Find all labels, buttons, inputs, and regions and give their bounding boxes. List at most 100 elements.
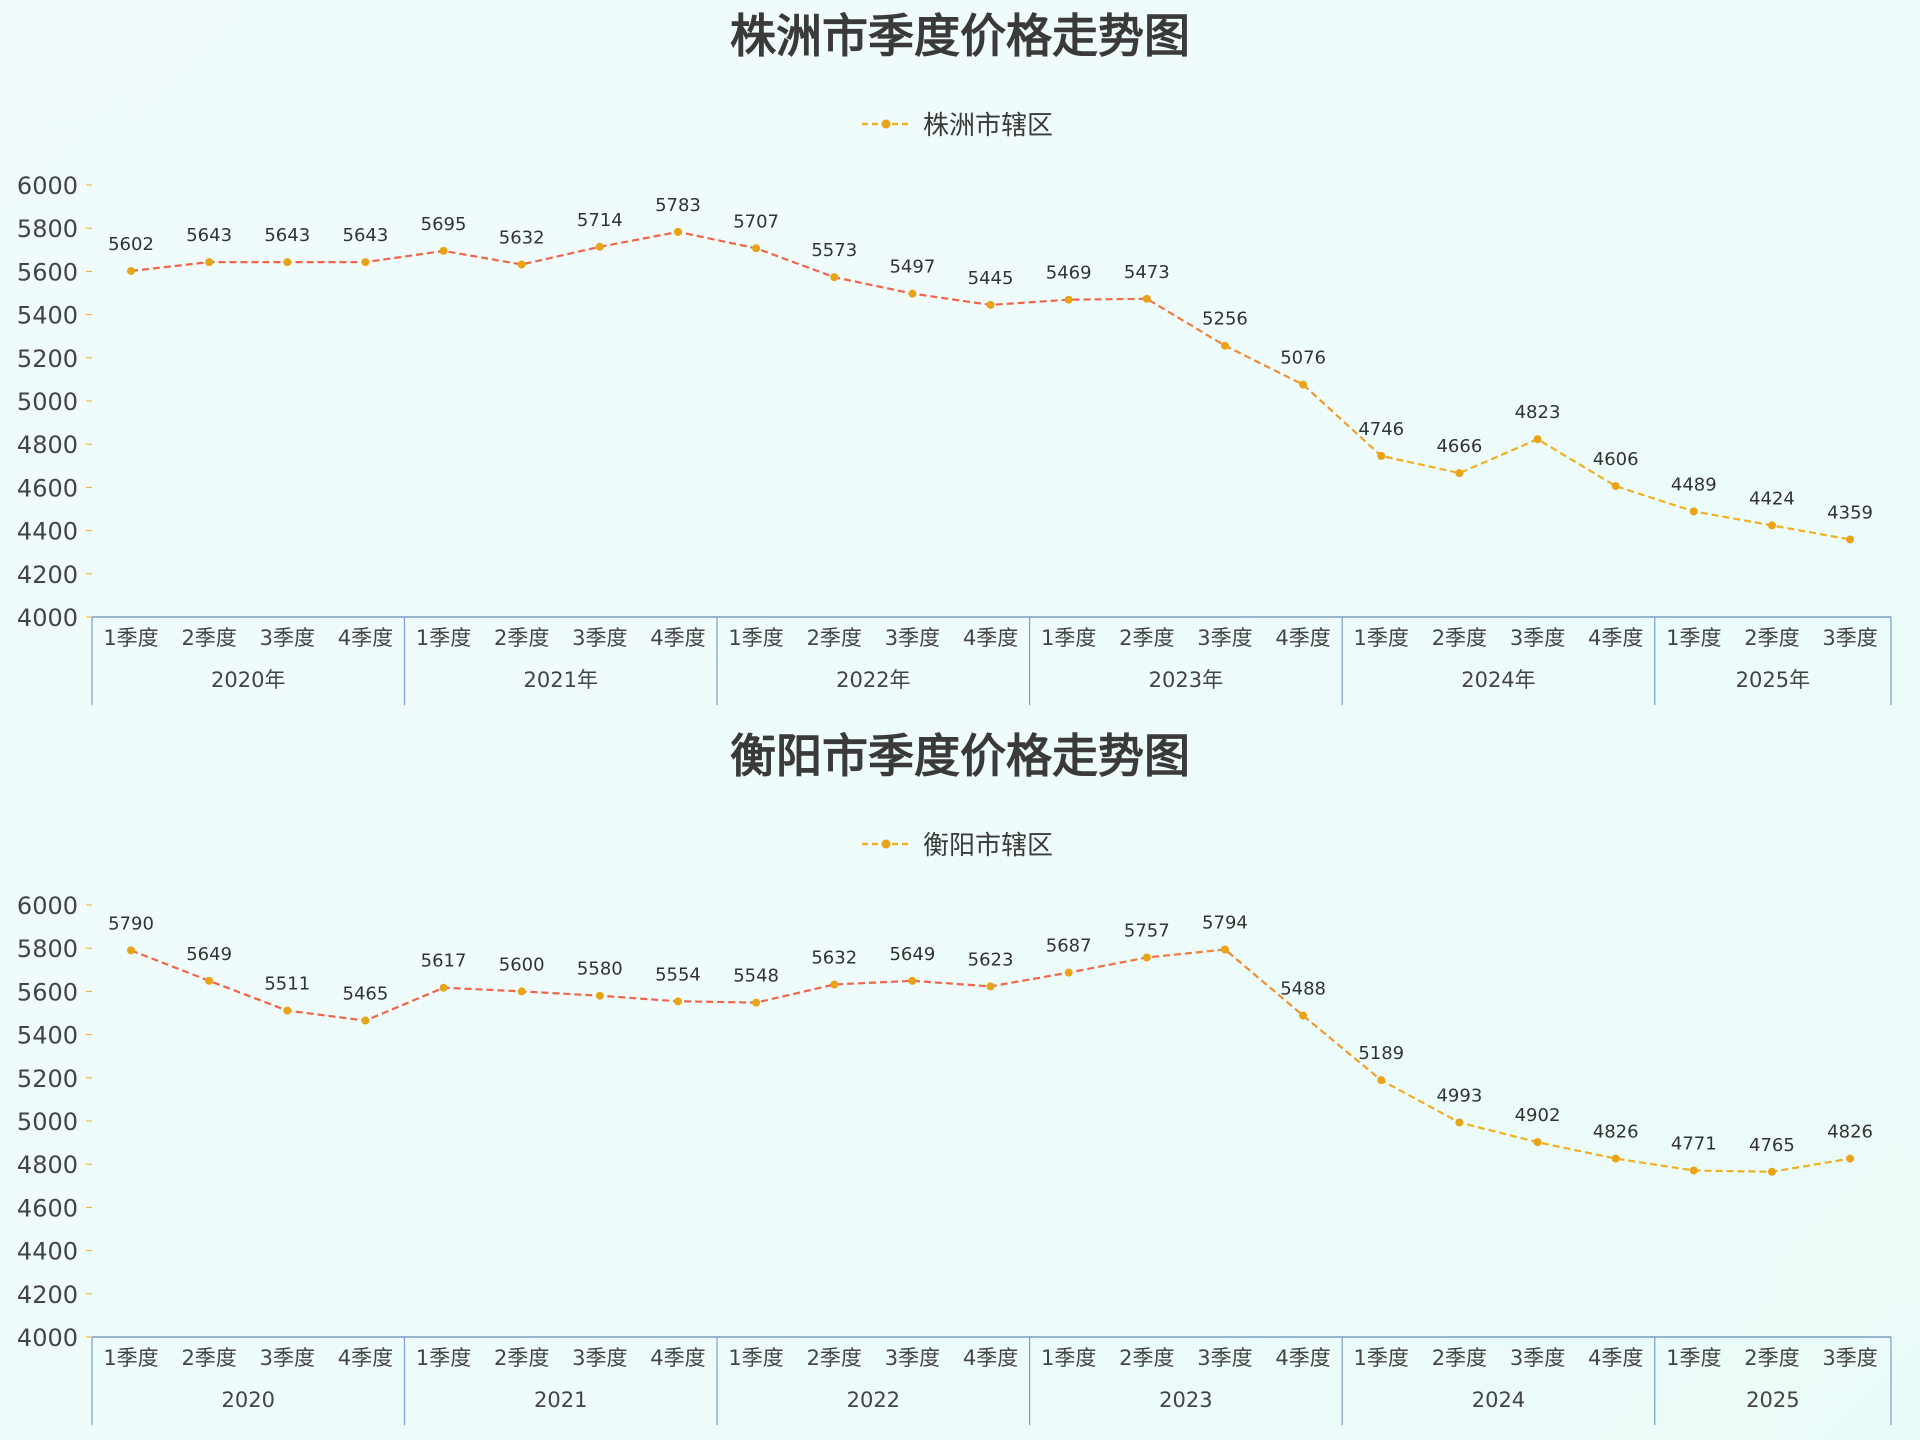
data-label: 5707 [733,211,779,232]
data-label: 5488 [1280,979,1326,1000]
data-point[interactable] [1455,469,1464,478]
x-quarter-label: 4季度 [338,1346,393,1370]
data-label: 4826 [1827,1122,1873,1143]
x-quarter-label: 2季度 [1432,1346,1487,1370]
x-quarter-label: 2季度 [181,626,236,650]
legend-marker-icon [881,839,891,849]
data-point[interactable] [1064,968,1073,977]
data-label: 4606 [1593,449,1639,470]
data-point[interactable] [205,976,214,985]
data-point[interactable] [1220,341,1229,350]
x-year-label: 2023年 [1149,668,1223,692]
y-tick-label: 6000 [17,172,78,200]
data-point[interactable] [1611,1154,1620,1163]
x-quarter-label: 3季度 [1510,1346,1565,1370]
data-label: 5643 [186,225,232,246]
y-tick-label: 4800 [17,431,78,459]
data-point[interactable] [1846,1154,1855,1163]
data-point[interactable] [1767,521,1776,530]
data-point[interactable] [673,997,682,1006]
x-quarter-label: 2季度 [807,626,862,650]
data-label: 5783 [655,195,701,216]
y-tick-label: 5000 [17,1108,78,1136]
y-tick-label: 5200 [17,1065,78,1093]
x-quarter-label: 2季度 [1119,626,1174,650]
data-point[interactable] [127,266,135,275]
data-point[interactable] [361,258,370,267]
x-quarter-label: 1季度 [103,1346,158,1370]
data-label: 5554 [655,964,701,985]
x-quarter-label: 3季度 [1197,626,1252,650]
x-quarter-label: 3季度 [260,626,315,650]
data-point[interactable] [517,260,526,269]
data-point[interactable] [439,246,448,255]
data-point[interactable] [1689,507,1698,516]
data-point[interactable] [595,242,604,251]
data-point[interactable] [1377,1076,1386,1085]
x-year-label: 2022 [847,1388,900,1412]
data-point[interactable] [1220,945,1229,954]
data-point[interactable] [1689,1166,1698,1175]
data-label: 5473 [1124,262,1170,283]
data-point[interactable] [1533,1138,1542,1147]
data-point[interactable] [283,258,292,267]
x-quarter-label: 4季度 [338,626,393,650]
data-point[interactable] [908,976,917,985]
x-quarter-label: 3季度 [572,626,627,650]
data-label: 5189 [1358,1043,1404,1064]
data-point[interactable] [673,227,682,236]
legend[interactable]: 衡阳市辖区 [862,831,1053,861]
data-point[interactable] [1846,535,1855,544]
data-point[interactable] [830,980,839,989]
x-quarter-label: 4季度 [963,1346,1018,1370]
data-point[interactable] [908,289,917,298]
data-point[interactable] [205,258,214,267]
data-point[interactable] [986,300,995,309]
data-point[interactable] [752,998,761,1007]
data-point[interactable] [1455,1118,1464,1127]
x-year-label: 2024 [1472,1388,1525,1412]
legend[interactable]: 株洲市辖区 [862,111,1053,141]
data-point[interactable] [1533,435,1542,444]
data-label: 5794 [1202,912,1248,933]
y-tick-label: 4800 [17,1151,78,1179]
data-label: 5643 [264,225,310,246]
y-tick-label: 5400 [17,1022,78,1050]
data-label: 4359 [1827,502,1873,523]
data-label: 5256 [1202,309,1248,330]
data-point[interactable] [1767,1167,1776,1176]
data-label: 4993 [1436,1086,1482,1107]
data-point[interactable] [1142,953,1151,962]
data-point[interactable] [830,273,839,282]
x-quarter-label: 2季度 [494,626,549,650]
data-point[interactable] [595,991,604,1000]
data-point[interactable] [439,983,448,992]
x-quarter-label: 1季度 [103,626,158,650]
data-point[interactable] [1142,294,1151,303]
y-tick-label: 6000 [17,892,78,920]
data-point[interactable] [1611,482,1620,491]
data-point[interactable] [517,987,526,996]
x-quarter-label: 1季度 [728,626,783,650]
data-point[interactable] [361,1016,370,1025]
data-point[interactable] [752,244,761,253]
data-point[interactable] [127,946,135,955]
data-label: 5649 [186,944,232,965]
y-tick-label: 4400 [17,518,78,546]
data-point[interactable] [1299,380,1308,389]
x-quarter-label: 3季度 [1197,1346,1252,1370]
y-tick-label: 5600 [17,978,78,1006]
data-label: 5580 [577,959,623,980]
data-label: 5548 [733,966,779,987]
data-label: 4902 [1515,1105,1561,1126]
data-label: 5076 [1280,348,1326,369]
x-quarter-label: 4季度 [963,626,1018,650]
data-point[interactable] [1064,295,1073,304]
data-point[interactable] [986,982,995,991]
data-label: 5465 [343,984,389,1005]
data-point[interactable] [283,1006,292,1015]
data-point[interactable] [1299,1011,1308,1020]
data-point[interactable] [1377,451,1386,460]
